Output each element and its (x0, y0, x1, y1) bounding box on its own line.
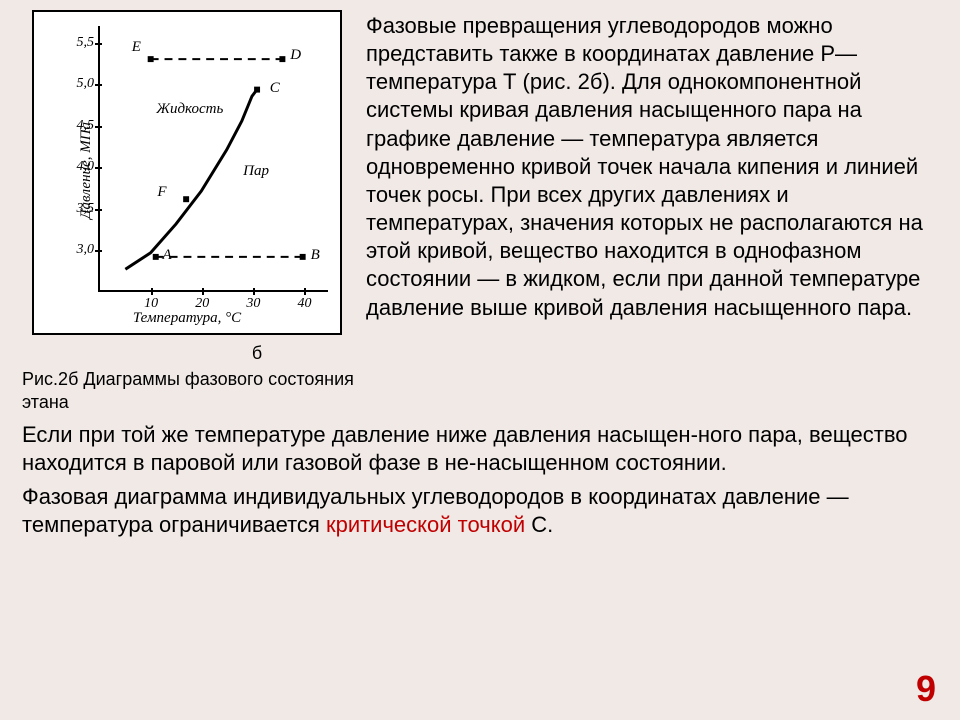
point-label-D: D (290, 47, 301, 64)
point-label-E: E (132, 39, 141, 56)
paragraph-bottom-2: Фазовая диаграмма индивидуальных углевод… (0, 477, 960, 539)
paragraph-bottom-1: Если при той же температуре давление ниж… (0, 415, 960, 477)
y-tick: 4,0 (60, 159, 94, 175)
phase-diagram-chart: Давление, МПа 3,03,54,04,55,05,510203040… (32, 10, 342, 335)
x-axis-label: Температура, °С (34, 310, 340, 327)
y-tick: 4,5 (60, 118, 94, 134)
point-label-B: B (311, 247, 320, 264)
point-label-F: F (157, 184, 166, 201)
point-label-C: C (270, 80, 280, 97)
figure-caption: Рис.2б Диаграммы фазового состояния этан… (22, 368, 362, 415)
figure-sub-label: б (152, 343, 362, 364)
region-label-liquid: Жидкость (156, 101, 223, 118)
y-tick: 5,5 (60, 35, 94, 51)
chart-svg (100, 26, 328, 290)
y-tick: 3,0 (60, 242, 94, 258)
page-number: 9 (916, 668, 936, 710)
y-tick: 3,5 (60, 201, 94, 217)
paragraph-right: Фазовые превращения углеводородов можно … (362, 10, 938, 415)
point-label-A: A (162, 247, 171, 264)
critical-point-term: критической точкой (326, 512, 525, 537)
region-label-vapor: Пар (243, 163, 269, 180)
para2-c: С. (525, 512, 553, 537)
y-tick: 5,0 (60, 76, 94, 92)
